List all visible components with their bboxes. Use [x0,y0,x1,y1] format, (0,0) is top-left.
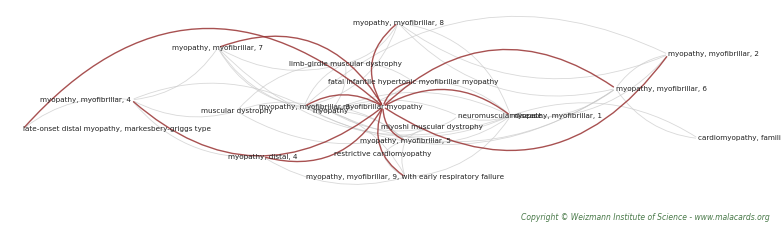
FancyArrowPatch shape [24,28,381,127]
Text: myopathy, myofibrillar, 1: myopathy, myofibrillar, 1 [511,113,601,119]
FancyArrowPatch shape [401,143,405,175]
Text: cardiomyopathy, familial hypertrophic, 1: cardiomyopathy, familial hypertrophic, 1 [698,136,781,141]
FancyArrowPatch shape [239,113,430,144]
Text: myofibrillar myopathy: myofibrillar myopathy [343,104,423,110]
FancyArrowPatch shape [513,57,666,117]
FancyArrowPatch shape [238,64,343,109]
Text: myopathy, myofibrillar, 8: myopathy, myofibrillar, 8 [352,20,444,26]
FancyArrowPatch shape [385,57,667,151]
Text: muscular dystrophy: muscular dystrophy [201,108,273,114]
FancyArrowPatch shape [134,101,234,117]
FancyArrowPatch shape [333,92,508,115]
Text: myopathy, myofibrillar, 4: myopathy, myofibrillar, 4 [41,97,131,103]
FancyArrowPatch shape [307,108,508,137]
FancyArrowPatch shape [134,83,301,105]
Text: restrictive cardiomyopathy: restrictive cardiomyopathy [334,151,432,157]
FancyArrowPatch shape [333,111,404,139]
FancyArrowPatch shape [219,50,508,135]
FancyArrowPatch shape [348,63,411,80]
FancyArrowPatch shape [385,89,508,114]
FancyArrowPatch shape [408,118,509,177]
Text: myopathy: myopathy [312,108,348,114]
FancyArrowPatch shape [333,90,614,142]
FancyArrowPatch shape [434,118,456,127]
FancyArrowPatch shape [383,109,403,140]
FancyArrowPatch shape [134,102,260,157]
FancyArrowPatch shape [307,83,411,109]
FancyArrowPatch shape [461,117,508,120]
FancyArrowPatch shape [306,16,666,105]
FancyArrowPatch shape [239,102,328,110]
FancyArrowPatch shape [134,102,381,156]
FancyArrowPatch shape [333,100,455,115]
Text: limb-girdle muscular dystrophy: limb-girdle muscular dystrophy [289,61,402,67]
FancyArrowPatch shape [385,49,614,105]
Text: Copyright © Weizmann Institute of Science - www.malacards.org: Copyright © Weizmann Institute of Scienc… [520,213,769,222]
FancyArrowPatch shape [333,113,429,131]
FancyArrowPatch shape [408,117,508,143]
FancyArrowPatch shape [220,49,343,70]
FancyArrowPatch shape [384,157,403,176]
FancyArrowPatch shape [415,81,508,114]
FancyArrowPatch shape [617,91,696,138]
FancyArrowPatch shape [219,50,328,111]
FancyArrowPatch shape [384,82,410,104]
FancyArrowPatch shape [513,103,696,137]
FancyArrowPatch shape [307,106,404,139]
FancyArrowPatch shape [385,141,403,152]
FancyArrowPatch shape [134,50,216,100]
Text: myopathy, myofibrillar, 2: myopathy, myofibrillar, 2 [669,52,759,57]
Text: myopathy, myofibrillar, 6: myopathy, myofibrillar, 6 [615,86,707,91]
FancyArrowPatch shape [400,25,613,96]
FancyArrowPatch shape [307,106,328,110]
FancyArrowPatch shape [266,158,403,184]
FancyArrowPatch shape [220,36,382,104]
FancyArrowPatch shape [305,65,343,104]
FancyArrowPatch shape [513,90,614,118]
FancyArrowPatch shape [348,25,397,63]
FancyArrowPatch shape [307,107,405,175]
FancyArrowPatch shape [618,55,665,86]
FancyArrowPatch shape [307,25,397,106]
FancyArrowPatch shape [408,128,429,139]
FancyArrowPatch shape [401,23,510,113]
FancyArrowPatch shape [219,50,301,106]
Text: late-onset distal myopathy, markesbery-griggs type: late-onset distal myopathy, markesbery-g… [23,126,211,132]
Text: myopathy, myofibrillar, 9, with early respiratory failure: myopathy, myofibrillar, 9, with early re… [306,174,505,180]
FancyArrowPatch shape [25,98,129,128]
FancyArrowPatch shape [307,90,614,144]
Text: myopathy, distal, 4: myopathy, distal, 4 [228,154,298,160]
FancyArrowPatch shape [378,109,403,175]
FancyArrowPatch shape [306,95,380,105]
Text: miyoshi muscular dystrophy: miyoshi muscular dystrophy [381,124,483,130]
Text: myopathy, myofibrillar, 5: myopathy, myofibrillar, 5 [360,138,451,144]
Text: myopathy, myofibrillar, 3: myopathy, myofibrillar, 3 [259,104,350,110]
FancyArrowPatch shape [266,109,382,162]
FancyArrowPatch shape [400,24,665,79]
FancyArrowPatch shape [332,66,346,109]
Text: fatal infantile hypertonic myofibrillar myopathy: fatal infantile hypertonic myofibrillar … [328,79,498,85]
Text: myopathy, myofibrillar, 7: myopathy, myofibrillar, 7 [173,45,263,51]
Text: neuromuscular disease: neuromuscular disease [458,113,542,119]
FancyArrowPatch shape [372,25,396,104]
